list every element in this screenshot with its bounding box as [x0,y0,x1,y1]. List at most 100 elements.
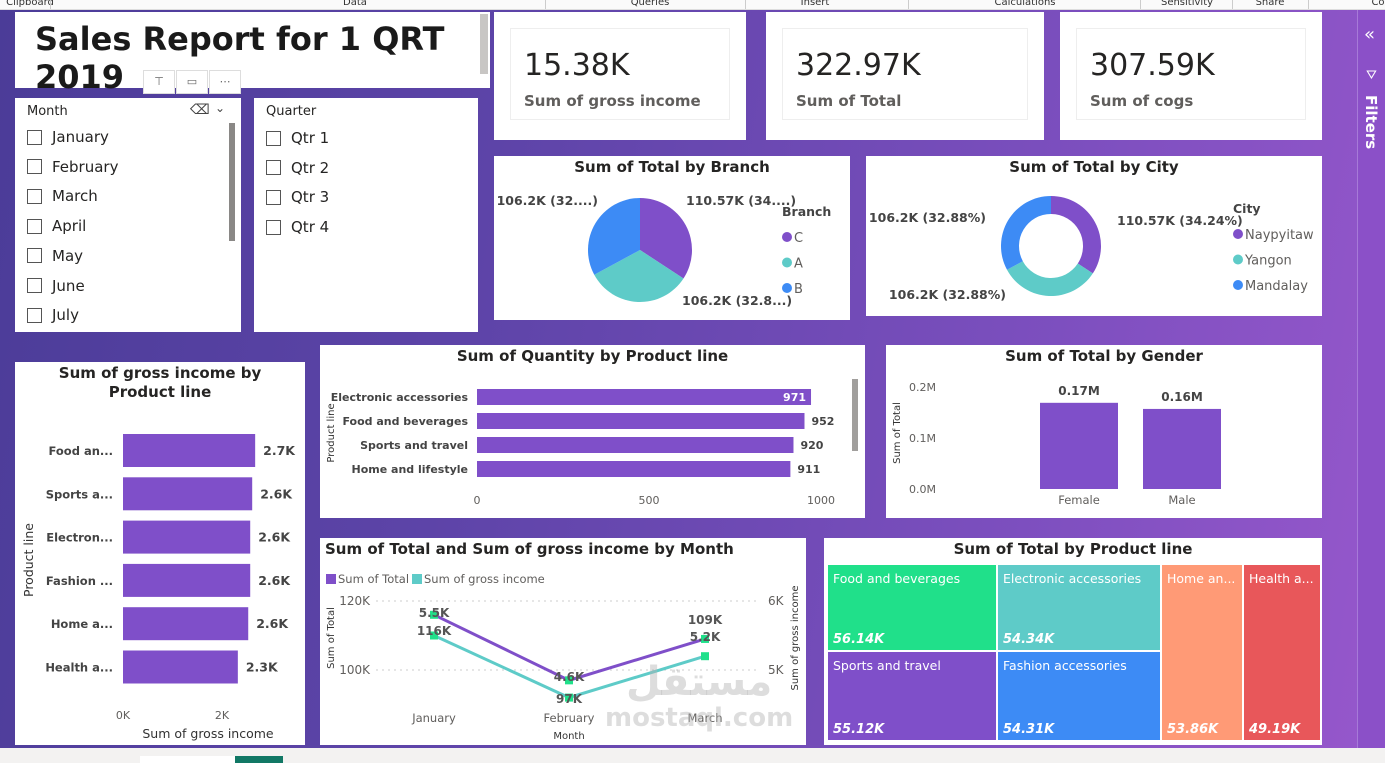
data-label: 106.2K (32.8...) [682,293,792,308]
pie-slice-c [640,198,692,279]
more-options-icon[interactable]: ⋯ [209,70,241,94]
legend-item: Naypyitaw [1245,228,1314,243]
data-label: 2.6K [260,486,293,501]
slicer-item[interactable]: January [27,128,109,146]
legend-marker [412,574,422,584]
page-tab[interactable] [140,756,235,763]
checkbox[interactable] [27,159,42,175]
checkbox[interactable] [266,219,281,235]
x-tick-label: 500 [639,494,660,507]
x-tick-label: Male [1168,493,1195,507]
scrollbar [852,379,858,451]
y-axis-title: Sum of Total [892,402,903,464]
treemap-tile[interactable]: Fashion accessories 54.31K [998,652,1160,740]
checkbox[interactable] [27,188,42,204]
bar [123,520,251,554]
x-tick-label: 0 [474,494,481,507]
chart-title: Sum of Total by Product line [953,540,1193,558]
filters-label[interactable]: Filters [1362,95,1380,150]
slicer-item[interactable]: July [27,306,79,324]
treemap-tile[interactable]: Home an... 53.86K [1162,565,1242,740]
product-line-treemap: Sum of Total by Product line Food and be… [824,538,1322,745]
ribbon-group-calculations[interactable]: Calculations [994,0,1056,8]
tile-value: 56.14K [833,632,885,647]
checkbox[interactable] [27,129,42,145]
y2-axis-title: Sum of gross income [790,585,801,690]
ribbon-group-data[interactable]: Data [343,0,367,8]
bar [123,650,238,684]
slicer-item[interactable]: Qtr 4 [266,218,329,236]
category-label: Home and lifestyle [352,463,468,476]
legend-item: A [794,257,803,272]
slicer-item[interactable]: May [27,247,83,265]
data-label: 2.6K [256,616,289,631]
y-tick-label: 120K [339,594,371,608]
slicer-item[interactable]: Qtr 2 [266,159,329,177]
chart-title: Sum of Total by Branch [574,158,770,176]
ribbon-group-share[interactable]: Share [1255,0,1285,8]
tile-value: 54.31K [1003,722,1055,737]
y-tick-label: 0.1M [909,432,936,445]
bar [1040,402,1118,489]
x-axis-title: Sum of gross income [142,726,274,741]
checkbox[interactable] [27,307,42,323]
y-tick-label: 0.2M [909,381,936,394]
checkbox[interactable] [266,160,281,176]
eraser-icon[interactable]: ⌫ [190,102,210,118]
scrollbar[interactable] [229,123,235,241]
treemap-tile[interactable]: Health a... 49.19K [1244,565,1320,740]
slicer-item[interactable]: March [27,187,98,205]
slicer-item-label: May [52,246,84,265]
x-tick-label: January [411,711,456,725]
data-point [565,676,573,685]
ribbon-group-clipboard[interactable]: Clipboard [6,0,54,8]
slicer-item-label: Qtr 1 [291,129,330,147]
tile-value: 49.19K [1249,722,1301,737]
data-label: 911 [797,463,820,476]
slicer-item[interactable]: April [27,217,86,235]
page-tab-active[interactable] [235,756,283,763]
legend-marker [1233,254,1243,265]
scrollbar[interactable] [480,14,488,74]
y2-tick-label: 6K [768,594,785,608]
y-tick-label: 100K [339,663,371,677]
slicer-item[interactable]: Qtr 1 [266,129,329,147]
ribbon-group-insert[interactable]: Insert [800,0,830,8]
chevron-down-icon[interactable]: ⌄ [215,101,226,115]
data-label: 97K [556,692,583,706]
tile-label: Electronic accessories [1003,571,1142,586]
slicer-item-label: January [52,128,109,146]
double-chevron-left-icon[interactable]: « [1364,24,1376,45]
filters-pane[interactable]: « ⛛ Filters [1357,10,1385,748]
treemap-tile[interactable]: Sports and travel 55.12K [828,652,996,740]
x-tick-label: March [687,711,722,725]
checkbox[interactable] [27,278,42,293]
ribbon-group-sensitivity[interactable]: Sensitivity [1160,0,1214,8]
focus-mode-icon[interactable]: ▭ [176,70,208,94]
month-slicer: Month ⌫ ⌄ January February March April May Ju… [15,98,241,332]
data-label: 0.16M [1161,390,1203,404]
slicer-item[interactable]: June [27,277,85,295]
checkbox[interactable] [27,218,42,234]
bar [477,389,812,405]
legend-marker [1233,229,1243,239]
treemap-tile[interactable]: Electronic accessories 54.34K [998,565,1160,650]
filter-icon[interactable]: ⊤ [143,70,175,94]
ribbon-group-queries[interactable]: Queries [630,0,670,8]
checkbox[interactable] [27,248,42,264]
slicer-item[interactable]: Qtr 3 [266,188,329,206]
treemap-tile[interactable]: Food and beverages 56.14K [828,565,996,650]
slicer-item[interactable]: February [27,158,118,176]
pie-slice-b [588,198,640,275]
funnel-icon: ⛛ [1366,68,1377,83]
ribbon-group-co[interactable]: Co [1371,0,1385,8]
legend-item: B [794,282,803,297]
slicer-item-label: June [52,276,85,295]
checkbox[interactable] [266,130,281,146]
checkbox[interactable] [266,189,281,205]
y-axis-title: Product line [21,523,36,597]
data-label: 106.2K (32.88%) [889,287,1006,302]
data-label: 2.6K [258,573,291,588]
kpi-value: 322.97K [796,48,921,83]
data-label: 106.2K (32....) [497,193,598,208]
